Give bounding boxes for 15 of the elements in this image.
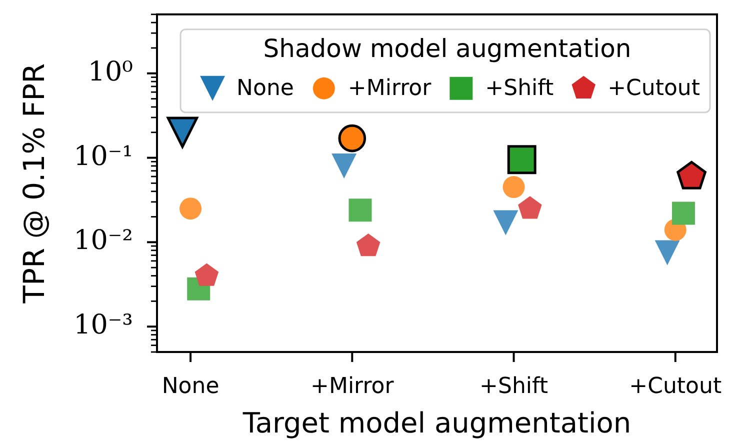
x-tick-label: +Cutout — [629, 374, 722, 399]
y-tick-label: 10⁻¹ — [74, 140, 133, 172]
x-axis-title: Target model augmentation — [242, 406, 632, 440]
y-axis-title: TPR @ 0.1% FPR — [16, 63, 51, 304]
x-tick-label: +Shift — [480, 374, 548, 399]
x-tick-label: None — [162, 374, 220, 399]
legend-label: +Shift — [485, 76, 554, 102]
y-tick-label: 10⁻² — [74, 225, 133, 256]
y-tick-label: 10⁰ — [88, 56, 134, 88]
legend-label: None — [236, 76, 294, 102]
y-tick-label: 10⁻³ — [74, 310, 133, 341]
legend-label: +Cutout — [608, 76, 700, 102]
legend-title: Shadow model augmentation — [263, 34, 632, 63]
legend-label: +Mirror — [348, 76, 432, 102]
x-tick-label: +Mirror — [310, 374, 395, 399]
